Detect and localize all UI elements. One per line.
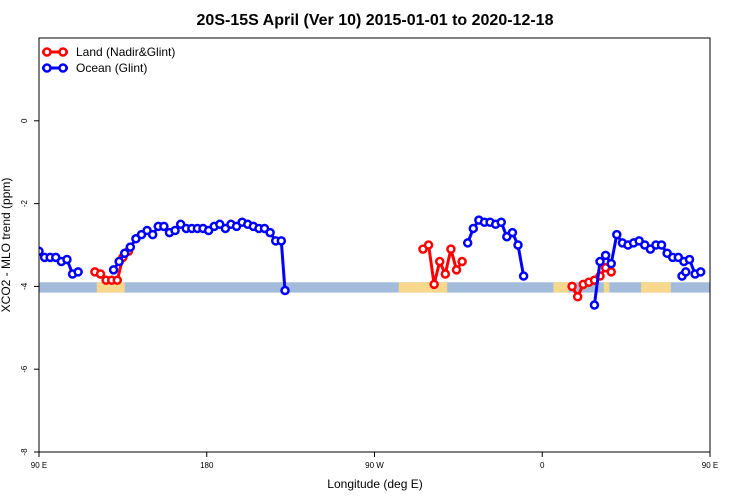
data-point-land [731, 270, 738, 277]
data-point-land [434, 256, 445, 267]
legend-item-land: Land (Nadir&Glint) [42, 45, 175, 59]
surface-band [39, 282, 710, 293]
land-band-segment [553, 282, 569, 293]
data-point-land [95, 269, 106, 279]
legend-item-ocean: Ocean (Glint) [42, 61, 147, 75]
data-point-ocean [513, 240, 523, 250]
data-point-land [451, 265, 462, 275]
data-point-ocean [468, 223, 479, 234]
data-point-ocean [125, 242, 136, 252]
data-point-land [112, 275, 123, 285]
legend-swatch-ocean-marker [58, 63, 68, 73]
data-point-land [429, 279, 439, 290]
data-point-land [606, 267, 616, 277]
legend: Land (Nadir&Glint) Ocean (Glint) [42, 45, 175, 75]
x-axis: 90 E 180 90 W 0 90 E [31, 452, 718, 470]
data-point-ocean [612, 229, 622, 240]
data-point-ocean [595, 256, 605, 267]
y-tick-label: -2 [20, 199, 29, 207]
data-point-land [567, 281, 577, 292]
land-band-segment [603, 282, 610, 293]
legend-label-land: Land (Nadir&Glint) [76, 45, 175, 59]
plot-frame [38, 37, 711, 453]
data-point-ocean [496, 217, 506, 227]
data-point-land [423, 240, 434, 250]
data-point-ocean [39, 246, 44, 256]
land-band-segment [96, 282, 125, 293]
x-tick-label: 180 [200, 461, 214, 470]
data-point-ocean [147, 229, 158, 240]
data-point-ocean [265, 227, 275, 238]
data-point-ocean [507, 227, 518, 238]
x-axis-label: Longitude (deg E) [327, 477, 422, 491]
data-point-ocean [114, 256, 124, 267]
series-layer [39, 215, 750, 310]
data-point-land [725, 268, 732, 275]
data-point-ocean [695, 267, 706, 277]
data-point-ocean [159, 221, 169, 232]
data-point-land [457, 256, 467, 267]
data-point-ocean [170, 225, 180, 236]
y-tick-label: -6 [20, 365, 29, 373]
data-point-ocean [518, 271, 529, 281]
data-point-land [742, 277, 749, 284]
data-point-ocean [589, 300, 600, 310]
y-tick-label: -4 [20, 282, 29, 290]
data-point-ocean [276, 236, 287, 246]
data-point-ocean [606, 258, 616, 269]
data-point-ocean [600, 250, 611, 261]
data-point-land [572, 292, 583, 302]
y-tick-label: -8 [20, 448, 29, 456]
land-band-segment [398, 282, 448, 293]
data-point-ocean [684, 254, 695, 265]
x-tick-label: 90 E [31, 461, 47, 470]
data-point-ocean [62, 254, 72, 265]
data-point-ocean [108, 265, 119, 275]
data-point-ocean [73, 267, 83, 277]
chart-title: 20S-15S April (Ver 10) 2015-01-01 to 202… [197, 12, 554, 29]
y-axis: 0 -2 -4 -6 -8 [20, 118, 39, 456]
ocean-band [39, 282, 710, 293]
data-point-land [440, 269, 451, 279]
x-tick-label: 90 E [702, 461, 718, 470]
x-tick-label: 90 W [365, 461, 384, 470]
data-point-ocean [280, 285, 290, 296]
legend-swatch-land-marker [58, 47, 68, 57]
data-point-ocean [462, 238, 473, 248]
data-point-land [736, 277, 743, 284]
x-tick-label: 0 [540, 461, 545, 470]
series-line-land [729, 251, 750, 280]
data-point-ocean [681, 267, 691, 277]
legend-label-ocean: Ocean (Glint) [76, 61, 147, 75]
y-tick-label: 0 [20, 118, 29, 123]
data-point-land [446, 244, 456, 254]
data-point-ocean [744, 266, 750, 273]
legend-swatch-land-marker [42, 47, 52, 57]
data-point-ocean [656, 240, 667, 250]
legend-swatch-ocean-marker [42, 63, 52, 73]
data-point-ocean [119, 248, 130, 259]
y-axis-label: XCO2 - MLO trend (ppm) [0, 178, 13, 313]
land-band-segment [641, 282, 671, 293]
